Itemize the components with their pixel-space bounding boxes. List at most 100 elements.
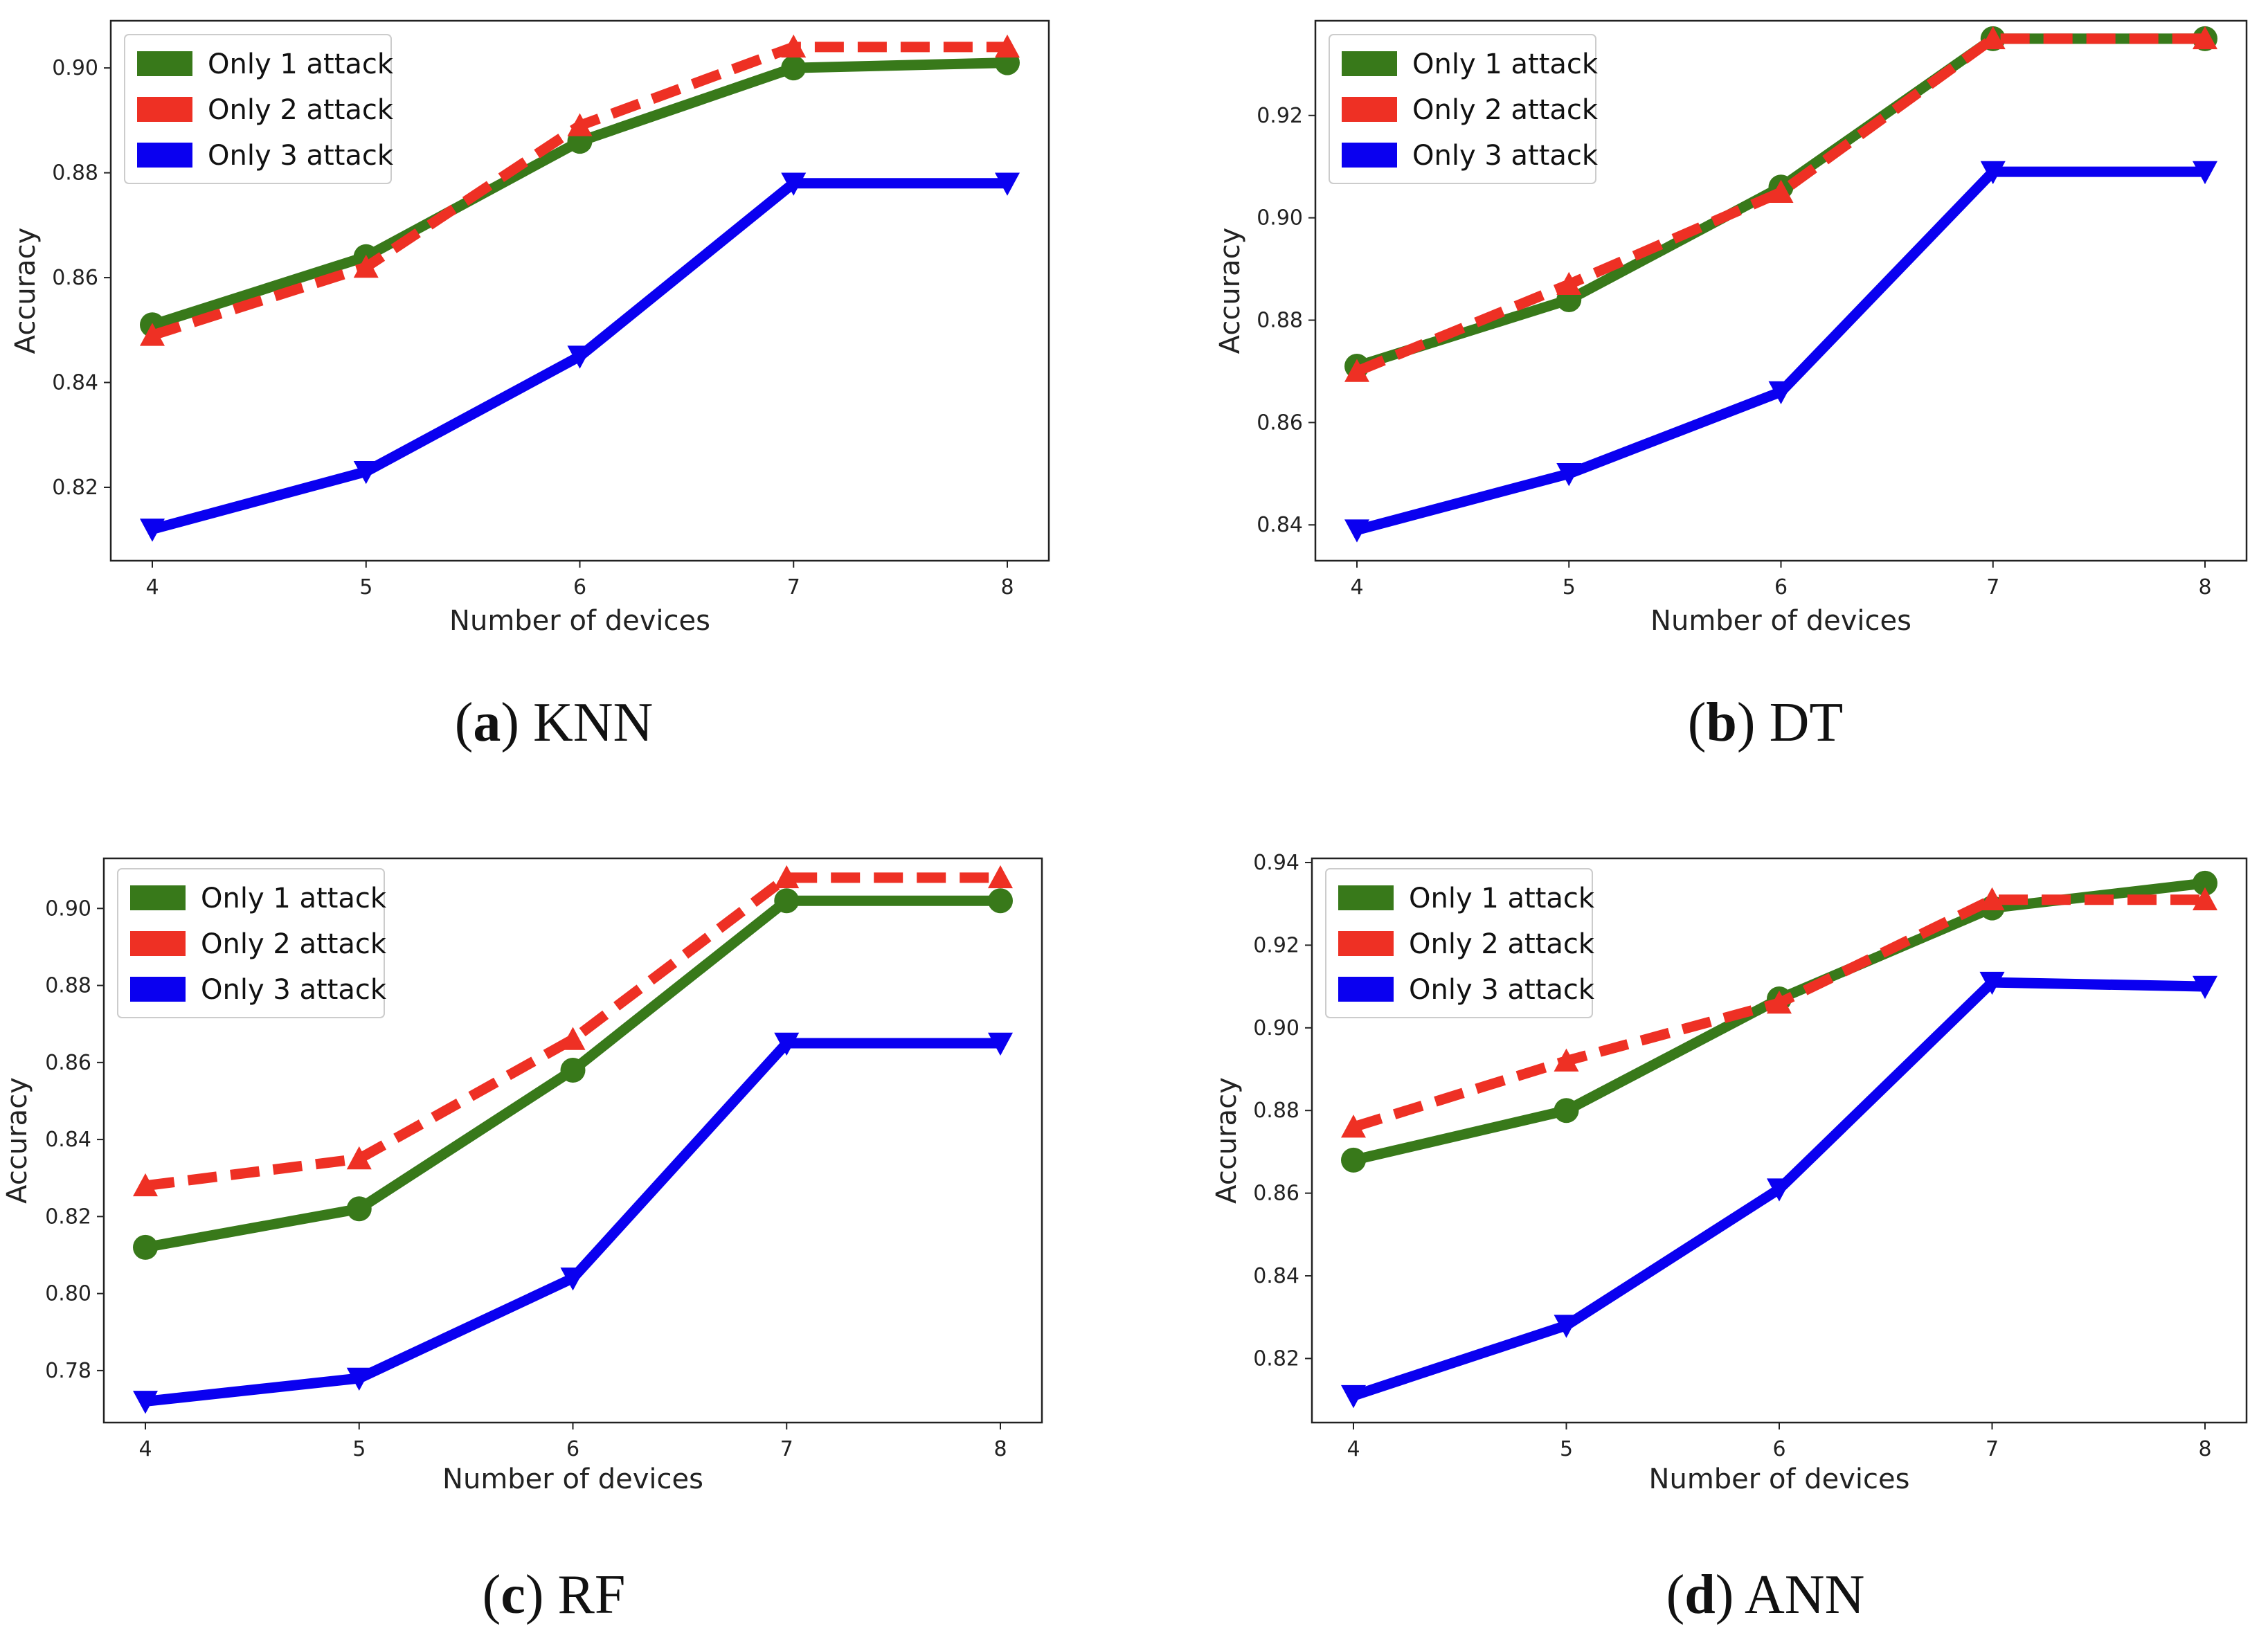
y-tick-label: 0.88	[1257, 309, 1303, 333]
data-point	[567, 113, 593, 136]
y-tick-label: 0.88	[52, 161, 98, 186]
data-point	[346, 1196, 372, 1222]
x-tick-label: 7	[1986, 575, 1999, 599]
y-tick-label: 0.84	[52, 371, 98, 395]
legend-label: Only 3 attack	[1409, 974, 1595, 1006]
legend-swatch	[1338, 885, 1394, 910]
x-tick-label: 8	[2198, 575, 2211, 599]
data-point	[353, 460, 379, 485]
caption-letter: a	[473, 692, 501, 753]
data-point	[567, 345, 593, 369]
data-point	[1556, 463, 1582, 487]
data-point	[988, 865, 1013, 889]
y-tick-label: 0.92	[1253, 933, 1299, 957]
x-axis-label: Number of devices	[1650, 605, 1911, 637]
x-tick-label: 7	[787, 575, 800, 599]
chart-b: 0.84 0.86 0.88 0.90 0.92 4 5 6 7 8 Number of devic…	[1214, 19, 2248, 753]
legend: Only 1 attack Only 2 attack Only 3 attack	[1329, 34, 1599, 184]
y-tick-label: 0.88	[45, 974, 91, 998]
subfigure-caption: (a) KNN	[455, 692, 654, 753]
data-point	[1341, 1147, 1366, 1173]
legend-swatch	[1338, 977, 1394, 1002]
x-axis-label: Number of devices	[442, 1463, 703, 1495]
legend-label: Only 1 attack	[201, 883, 387, 914]
data-point	[2193, 161, 2217, 185]
data-point	[781, 55, 807, 81]
caption-model-name: RF	[557, 1564, 625, 1625]
legend-label: Only 2 attack	[1412, 94, 1599, 126]
caption-letter: c	[501, 1564, 525, 1625]
data-point	[1768, 381, 1794, 405]
data-point	[995, 34, 1020, 58]
data-point	[560, 1057, 586, 1083]
legend-swatch	[1342, 51, 1397, 76]
data-point	[140, 323, 165, 346]
legend-swatch	[137, 143, 192, 168]
y-tick-label: 0.86	[1253, 1182, 1299, 1206]
data-point	[1767, 990, 1792, 1014]
data-point	[774, 888, 800, 914]
chart-d: 0.82 0.84 0.86 0.88 0.90 0.92 0.94 4 5 6 7 8 Number …	[1211, 851, 2248, 1625]
x-tick-label: 5	[1563, 575, 1576, 599]
legend-label: Only 2 attack	[208, 94, 394, 126]
caption-model-name: DT	[1770, 692, 1844, 753]
data-point	[1767, 1178, 1792, 1202]
legend: Only 1 attack Only 2 attack Only 3 attack	[117, 868, 387, 1018]
legend-label: Only 3 attack	[201, 974, 387, 1006]
series-line-3	[1356, 166, 2205, 535]
data-point	[2193, 975, 2217, 1000]
subfigure-caption: (d) ANN	[1666, 1564, 1865, 1625]
data-point	[1344, 359, 1369, 382]
legend-label: Only 1 attack	[208, 48, 394, 80]
y-tick-label: 0.86	[1257, 410, 1303, 435]
data-point	[1554, 1098, 1579, 1124]
legend-label: Only 2 attack	[1409, 928, 1595, 960]
chart-a: 0.82 0.84 0.86 0.88 0.90 4 5 6 7 8 Number of devic…	[10, 19, 1050, 753]
y-axis-label: Accuracy	[1, 1077, 33, 1204]
y-tick-label: 0.86	[45, 1051, 91, 1075]
y-tick-label: 0.78	[45, 1359, 91, 1383]
legend-swatch	[130, 977, 186, 1002]
data-point	[140, 518, 165, 542]
data-point	[781, 34, 807, 58]
x-tick-label: 7	[780, 1437, 793, 1461]
series-line-2	[145, 872, 1000, 1191]
data-point	[1341, 1384, 1366, 1409]
x-tick-label: 5	[352, 1437, 366, 1461]
data-point	[1554, 1048, 1579, 1072]
chart-c: 0.78 0.80 0.82 0.84 0.86 0.88 0.90 4 5 6 7 8 Number …	[1, 857, 1043, 1625]
data-point	[133, 1391, 158, 1414]
legend-label: Only 2 attack	[201, 928, 387, 960]
x-tick-label: 6	[1772, 1437, 1785, 1461]
y-tick-label: 0.92	[1257, 104, 1303, 128]
legend: Only 1 attack Only 2 attack Only 3 attack	[124, 34, 394, 184]
legend-swatch	[137, 97, 192, 122]
data-point	[781, 172, 807, 196]
x-tick-label: 4	[145, 575, 159, 599]
data-point	[353, 254, 379, 278]
legend-label: Only 3 attack	[1412, 140, 1599, 172]
x-tick-label: 4	[1347, 1437, 1360, 1461]
legend: Only 1 attack Only 2 attack Only 3 attack	[1325, 868, 1595, 1018]
y-tick-label: 0.82	[52, 476, 98, 500]
data-point	[346, 1367, 372, 1391]
series-line-2	[1355, 33, 2205, 377]
data-point	[1980, 26, 2006, 50]
legend-swatch	[1338, 931, 1394, 956]
y-tick-label: 0.88	[1253, 1099, 1299, 1123]
y-tick-label: 0.90	[45, 896, 91, 921]
data-point	[2193, 26, 2217, 50]
legend-swatch	[130, 885, 186, 910]
x-tick-label: 6	[573, 575, 586, 599]
x-tick-label: 6	[1774, 575, 1788, 599]
y-tick-label: 0.80	[45, 1282, 91, 1306]
data-point	[2193, 870, 2217, 896]
data-point	[988, 888, 1013, 914]
x-tick-label: 7	[1986, 1437, 1999, 1461]
x-tick-label: 8	[993, 1437, 1007, 1461]
data-point	[774, 1032, 800, 1056]
data-point	[1979, 887, 2005, 911]
y-tick-label: 0.94	[1253, 851, 1299, 875]
y-axis-label: Accuracy	[10, 228, 42, 354]
data-point	[133, 1234, 158, 1260]
